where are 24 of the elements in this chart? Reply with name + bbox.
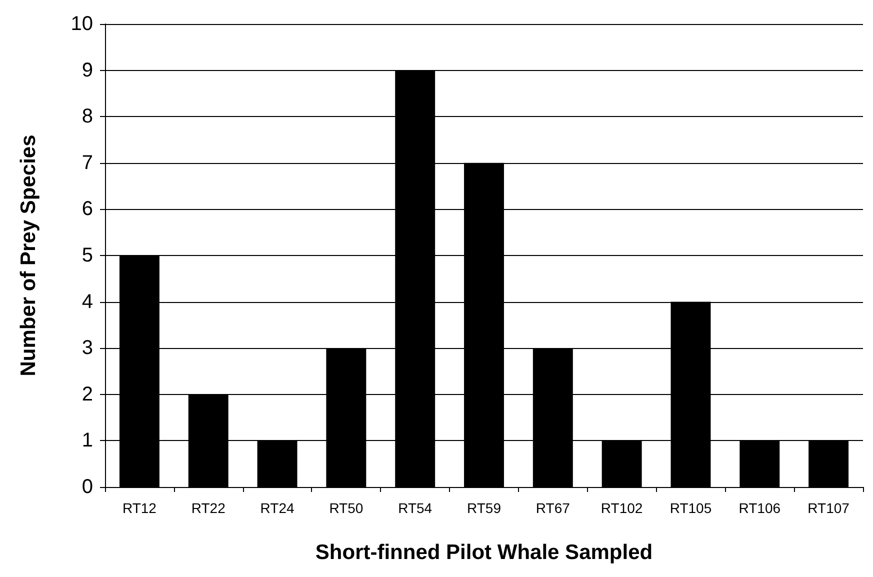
y-tick-label: 0	[82, 476, 93, 498]
y-tick-label: 4	[82, 290, 93, 313]
y-tick-label: 7	[82, 152, 93, 174]
y-axis-title: Number of Prey Species	[17, 134, 40, 376]
y-tick-label: 10	[70, 13, 93, 35]
x-tick-label: RT105	[670, 500, 712, 516]
y-tick-label: 3	[82, 337, 93, 360]
x-tick-label: RT67	[536, 500, 570, 516]
x-tick-label: RT106	[738, 500, 781, 516]
y-tick-label: 8	[82, 106, 93, 128]
x-tick-label: RT50	[329, 500, 364, 516]
y-tick-label: 2	[82, 383, 93, 406]
x-tick-label: RT22	[191, 500, 226, 516]
y-tick-label: 9	[82, 59, 93, 82]
y-tick-label: 6	[82, 198, 93, 220]
x-tick-label: RT54	[398, 500, 432, 516]
x-axis-title: Short-finned Pilot Whale Sampled	[315, 541, 653, 564]
x-tick-label: RT107	[808, 500, 850, 516]
x-tick-label: RT12	[122, 500, 157, 516]
y-tick-label: 5	[82, 244, 93, 266]
x-tick-label: RT24	[260, 500, 294, 516]
x-tick-label: RT59	[467, 500, 502, 516]
y-tick-label: 1	[82, 430, 93, 452]
x-tick-label: RT102	[600, 500, 643, 516]
